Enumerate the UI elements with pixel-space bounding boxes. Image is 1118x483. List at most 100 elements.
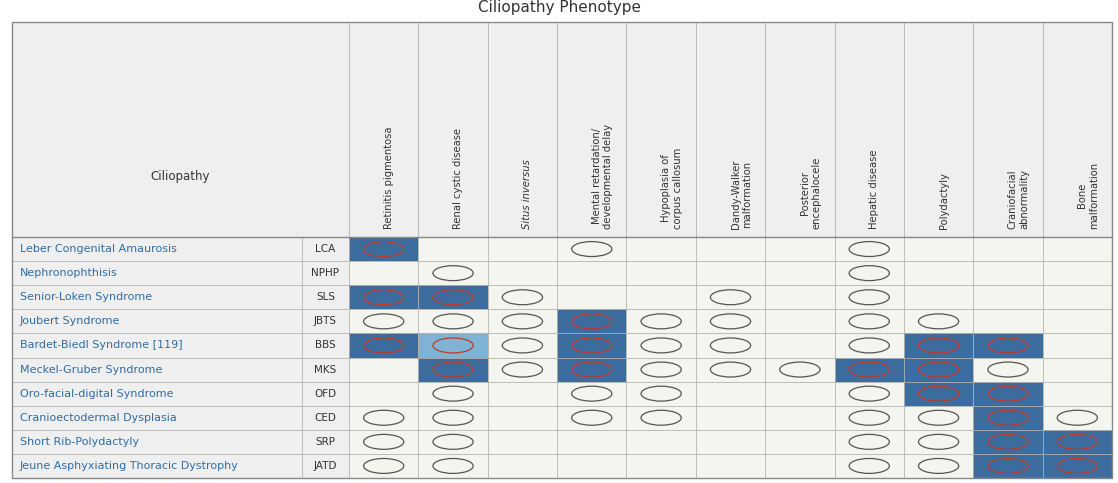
FancyBboxPatch shape — [349, 261, 418, 285]
FancyBboxPatch shape — [974, 22, 1043, 237]
FancyBboxPatch shape — [418, 237, 487, 261]
FancyBboxPatch shape — [695, 22, 765, 237]
Text: CED: CED — [314, 413, 337, 423]
Text: Ciliopathy Phenotype: Ciliopathy Phenotype — [477, 0, 641, 15]
Text: MKS: MKS — [314, 365, 337, 374]
FancyBboxPatch shape — [349, 333, 418, 357]
FancyBboxPatch shape — [418, 454, 487, 478]
FancyBboxPatch shape — [487, 406, 557, 430]
FancyBboxPatch shape — [765, 309, 834, 333]
FancyBboxPatch shape — [349, 430, 418, 454]
FancyBboxPatch shape — [626, 454, 695, 478]
FancyBboxPatch shape — [557, 333, 626, 357]
FancyBboxPatch shape — [557, 285, 626, 309]
FancyBboxPatch shape — [418, 285, 487, 309]
FancyBboxPatch shape — [974, 382, 1043, 406]
FancyBboxPatch shape — [302, 357, 349, 382]
FancyBboxPatch shape — [626, 357, 695, 382]
Text: Jeune Asphyxiating Thoracic Dystrophy: Jeune Asphyxiating Thoracic Dystrophy — [20, 461, 239, 471]
FancyBboxPatch shape — [904, 237, 974, 261]
FancyBboxPatch shape — [904, 454, 974, 478]
FancyBboxPatch shape — [1043, 382, 1112, 406]
Text: SRP: SRP — [315, 437, 335, 447]
FancyBboxPatch shape — [834, 406, 904, 430]
FancyBboxPatch shape — [302, 333, 349, 357]
FancyBboxPatch shape — [626, 430, 695, 454]
Text: Ciliopathy: Ciliopathy — [151, 170, 210, 184]
FancyBboxPatch shape — [765, 22, 834, 237]
FancyBboxPatch shape — [487, 357, 557, 382]
FancyBboxPatch shape — [418, 22, 487, 237]
FancyBboxPatch shape — [12, 261, 302, 285]
FancyBboxPatch shape — [695, 333, 765, 357]
FancyBboxPatch shape — [487, 285, 557, 309]
FancyBboxPatch shape — [904, 406, 974, 430]
FancyBboxPatch shape — [302, 309, 349, 333]
FancyBboxPatch shape — [904, 309, 974, 333]
FancyBboxPatch shape — [765, 430, 834, 454]
FancyBboxPatch shape — [418, 261, 487, 285]
FancyBboxPatch shape — [1043, 285, 1112, 309]
Text: Bone
malformation: Bone malformation — [1078, 162, 1099, 229]
Text: Mental retardation/
developmental delay: Mental retardation/ developmental delay — [591, 124, 614, 229]
FancyBboxPatch shape — [834, 454, 904, 478]
FancyBboxPatch shape — [765, 285, 834, 309]
FancyBboxPatch shape — [695, 454, 765, 478]
FancyBboxPatch shape — [557, 357, 626, 382]
FancyBboxPatch shape — [487, 22, 557, 237]
FancyBboxPatch shape — [695, 309, 765, 333]
FancyBboxPatch shape — [302, 285, 349, 309]
Text: Renal cystic disease: Renal cystic disease — [453, 128, 463, 229]
FancyBboxPatch shape — [834, 22, 904, 237]
Text: NPHP: NPHP — [312, 268, 340, 278]
FancyBboxPatch shape — [974, 454, 1043, 478]
FancyBboxPatch shape — [302, 237, 349, 261]
Text: SLS: SLS — [316, 292, 335, 302]
FancyBboxPatch shape — [557, 309, 626, 333]
FancyBboxPatch shape — [695, 237, 765, 261]
FancyBboxPatch shape — [626, 406, 695, 430]
FancyBboxPatch shape — [904, 285, 974, 309]
FancyBboxPatch shape — [1043, 454, 1112, 478]
FancyBboxPatch shape — [349, 357, 418, 382]
FancyBboxPatch shape — [12, 357, 302, 382]
FancyBboxPatch shape — [1043, 237, 1112, 261]
FancyBboxPatch shape — [12, 309, 302, 333]
FancyBboxPatch shape — [557, 406, 626, 430]
FancyBboxPatch shape — [302, 261, 349, 285]
FancyBboxPatch shape — [349, 382, 418, 406]
FancyBboxPatch shape — [765, 406, 834, 430]
Text: Posterior
encephalocele: Posterior encephalocele — [799, 156, 822, 229]
FancyBboxPatch shape — [834, 285, 904, 309]
FancyBboxPatch shape — [695, 430, 765, 454]
FancyBboxPatch shape — [626, 261, 695, 285]
Text: JBTS: JBTS — [314, 316, 337, 327]
FancyBboxPatch shape — [302, 382, 349, 406]
Text: Craniofacial
abnormality: Craniofacial abnormality — [1008, 169, 1030, 229]
FancyBboxPatch shape — [974, 285, 1043, 309]
FancyBboxPatch shape — [626, 309, 695, 333]
FancyBboxPatch shape — [557, 237, 626, 261]
FancyBboxPatch shape — [12, 382, 302, 406]
FancyBboxPatch shape — [765, 237, 834, 261]
FancyBboxPatch shape — [418, 357, 487, 382]
FancyBboxPatch shape — [765, 382, 834, 406]
FancyBboxPatch shape — [626, 333, 695, 357]
FancyBboxPatch shape — [695, 406, 765, 430]
FancyBboxPatch shape — [974, 357, 1043, 382]
Text: Dandy-Walker
malformation: Dandy-Walker malformation — [730, 159, 752, 229]
Text: Senior-Loken Syndrome: Senior-Loken Syndrome — [20, 292, 152, 302]
FancyBboxPatch shape — [487, 237, 557, 261]
FancyBboxPatch shape — [695, 382, 765, 406]
FancyBboxPatch shape — [974, 237, 1043, 261]
FancyBboxPatch shape — [487, 454, 557, 478]
Text: Nephronophthisis: Nephronophthisis — [20, 268, 117, 278]
FancyBboxPatch shape — [695, 285, 765, 309]
Text: Leber Congenital Amaurosis: Leber Congenital Amaurosis — [20, 244, 177, 254]
FancyBboxPatch shape — [904, 430, 974, 454]
FancyBboxPatch shape — [974, 261, 1043, 285]
FancyBboxPatch shape — [557, 430, 626, 454]
FancyBboxPatch shape — [487, 430, 557, 454]
FancyBboxPatch shape — [302, 430, 349, 454]
FancyBboxPatch shape — [1043, 22, 1112, 237]
